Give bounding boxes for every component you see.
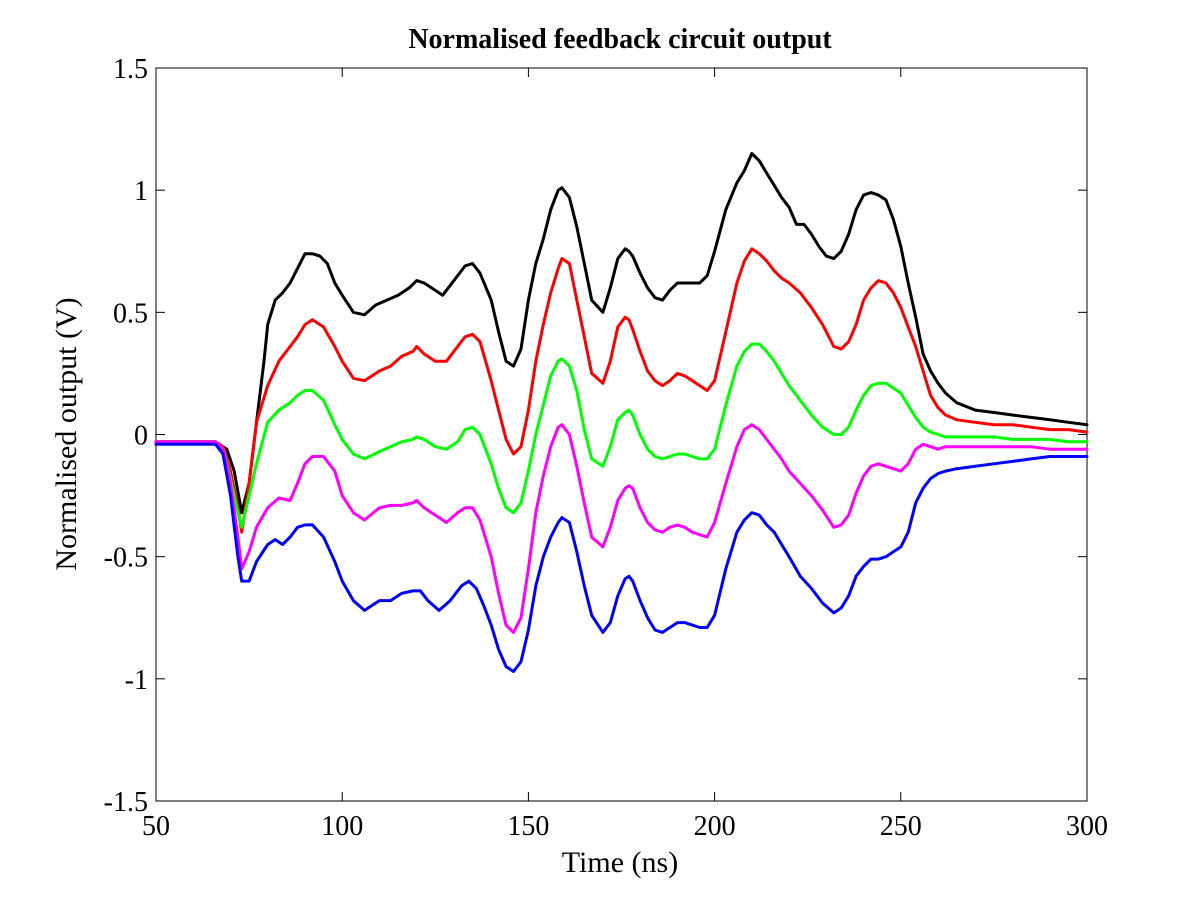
x-axis-label: Time (ns) — [562, 846, 678, 879]
series-line-5 — [154, 442, 1089, 673]
chart-title: Normalised feedback circuit output — [408, 24, 832, 55]
x-tick-label: 50 — [142, 811, 170, 842]
y-tick-label: 0.5 — [113, 298, 148, 329]
axis-ticks: 50 100 150 200 250 300 -1.5 -1 -0.5 0 0.5 1 1.5 — [104, 54, 1108, 842]
y-axis-label: Normalised output (V) — [50, 297, 83, 570]
x-tick-label: 100 — [321, 811, 363, 842]
x-tick-label: 200 — [694, 811, 736, 842]
x-tick-label: 150 — [507, 811, 549, 842]
series-layer — [154, 152, 1089, 673]
series-line-2 — [154, 247, 1089, 534]
series-line-3 — [154, 342, 1089, 529]
y-tick-label: -0.5 — [104, 543, 148, 574]
y-tick-label: 1.5 — [113, 54, 148, 85]
y-tick-label: 0 — [134, 421, 148, 452]
y-tick-label: 1 — [134, 176, 148, 207]
x-tick-label: 250 — [880, 811, 922, 842]
series-line-4 — [154, 423, 1089, 634]
y-tick-label: -1.5 — [104, 787, 148, 818]
series-line-1 — [154, 152, 1089, 515]
plot-area — [155, 67, 1088, 802]
y-tick-label: -1 — [125, 665, 148, 696]
x-tick-label: 300 — [1066, 811, 1108, 842]
